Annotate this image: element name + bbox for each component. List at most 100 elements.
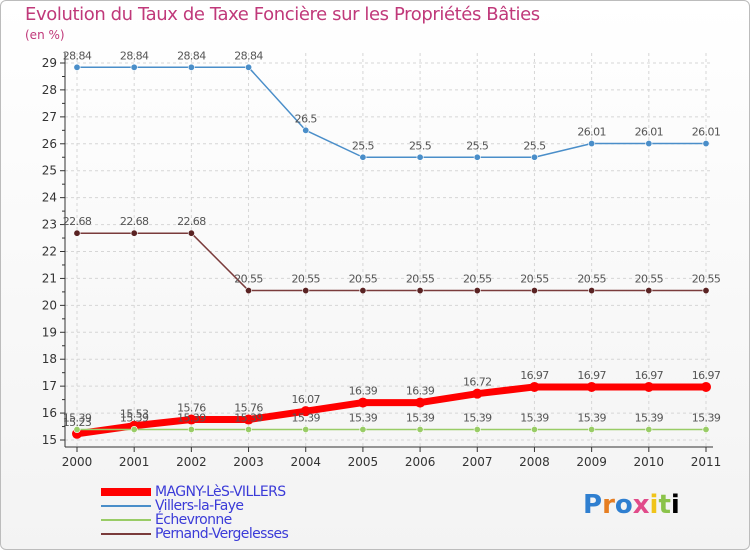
- legend-item: MAGNY-LèS-VILLERS: [101, 484, 288, 500]
- y-tick-label: 18: [42, 352, 57, 366]
- data-point-villers: [302, 126, 310, 134]
- data-label-villers: 26.01: [635, 126, 664, 139]
- data-point-villers: [359, 153, 367, 161]
- data-label-pernand: 20.55: [406, 273, 435, 286]
- data-label-pernand: 20.55: [520, 273, 549, 286]
- data-point-villers: [416, 153, 424, 161]
- y-tick-label: 23: [42, 218, 57, 232]
- data-point-echevronne: [530, 425, 538, 433]
- legend-swatch-pernand: [101, 533, 151, 535]
- y-tick-label: 27: [42, 110, 57, 124]
- y-tick-label: 24: [42, 191, 57, 205]
- legend-label: Villers-la-Faye: [155, 498, 244, 514]
- data-label-magny: 16.97: [577, 369, 606, 382]
- data-point-magny: [243, 414, 254, 425]
- series-line-pernand: [77, 232, 706, 292]
- data-label-echevronne: 15.39: [120, 411, 149, 424]
- data-label-echevronne: 15.39: [234, 411, 263, 424]
- data-point-magny: [529, 381, 540, 392]
- data-label-echevronne: 15.39: [635, 411, 664, 424]
- data-point-magny: [472, 388, 483, 399]
- data-label-villers: 25.5: [466, 139, 489, 152]
- data-point-pernand: [645, 287, 653, 295]
- data-point-echevronne: [588, 425, 596, 433]
- data-point-villers: [702, 140, 710, 148]
- y-tick-label: 26: [42, 137, 57, 151]
- data-label-pernand: 22.68: [120, 215, 149, 228]
- data-label-magny: 16.97: [520, 369, 549, 382]
- y-tick-label: 17: [42, 379, 57, 393]
- data-label-villers: 26.01: [692, 126, 721, 139]
- y-tick-label: 22: [42, 245, 57, 259]
- x-tick-label: 2000: [62, 455, 93, 469]
- series-line-magny: [76, 383, 706, 438]
- data-point-pernand: [130, 229, 138, 237]
- x-tick-label: 2005: [348, 455, 379, 469]
- data-label-magny: 15.76: [234, 402, 263, 415]
- data-label-pernand: 22.68: [63, 215, 92, 228]
- data-point-echevronne: [473, 425, 481, 433]
- y-tick-label: 29: [42, 56, 57, 70]
- data-label-echevronne: 15.39: [63, 411, 92, 424]
- data-point-echevronne: [416, 425, 424, 433]
- data-point-villers: [473, 153, 481, 161]
- data-point-echevronne: [187, 425, 195, 433]
- legend-label: Échevronne: [155, 512, 232, 528]
- data-label-echevronne: 15.39: [291, 411, 320, 424]
- y-tick-label: 16: [42, 406, 57, 420]
- legend-item: Échevronne: [101, 512, 288, 528]
- data-label-magny: 16.39: [406, 385, 435, 398]
- data-label-villers: 28.84: [177, 49, 206, 62]
- data-label-villers: 28.84: [234, 49, 263, 62]
- data-point-villers: [645, 140, 653, 148]
- data-label-villers: 28.84: [63, 49, 92, 62]
- legend-label: Pernand-Vergelesses: [155, 526, 289, 542]
- data-point-pernand: [245, 287, 253, 295]
- legend-item: Pernand-Vergelesses: [101, 526, 289, 542]
- legend-swatch-magny: [101, 488, 151, 496]
- legend-swatch-echevronne: [101, 519, 151, 521]
- data-point-villers: [588, 140, 596, 148]
- legend-item: Villers-la-Faye: [101, 498, 288, 514]
- legend: MAGNY-LèS-VILLERS Villers-la-Faye Échevr…: [101, 484, 289, 542]
- y-tick-label: 21: [42, 271, 57, 285]
- data-point-echevronne: [73, 425, 81, 433]
- data-point-villers: [245, 63, 253, 71]
- data-label-magny: 15.53: [120, 408, 149, 421]
- x-tick-label: 2002: [176, 455, 207, 469]
- data-label-echevronne: 15.39: [406, 411, 435, 424]
- data-point-pernand: [359, 287, 367, 295]
- data-point-villers: [530, 153, 538, 161]
- y-tick-label: 25: [42, 164, 57, 178]
- data-point-magny: [186, 414, 197, 425]
- data-point-magny: [300, 406, 311, 417]
- data-point-villers: [130, 63, 138, 71]
- data-point-echevronne: [302, 425, 310, 433]
- data-label-magny: 16.72: [463, 376, 492, 389]
- data-label-villers: 25.5: [352, 139, 375, 152]
- x-tick-label: 2003: [233, 455, 264, 469]
- data-label-magny: 16.97: [635, 369, 664, 382]
- data-label-villers: 28.84: [120, 49, 149, 62]
- data-label-echevronne: 15.39: [349, 411, 378, 424]
- data-point-echevronne: [130, 425, 138, 433]
- data-label-magny: 15.23: [63, 416, 92, 429]
- data-point-magny: [357, 397, 368, 408]
- data-point-echevronne: [359, 425, 367, 433]
- data-point-echevronne: [245, 425, 253, 433]
- data-point-pernand: [702, 287, 710, 295]
- data-point-pernand: [73, 229, 81, 237]
- x-tick-label: 2007: [462, 455, 493, 469]
- data-point-villers: [73, 63, 81, 71]
- data-label-magny: 16.39: [349, 385, 378, 398]
- data-label-echevronne: 15.39: [463, 411, 492, 424]
- data-label-pernand: 20.55: [234, 273, 263, 286]
- data-point-pernand: [187, 229, 195, 237]
- proxiti-logo: Proxiti: [583, 490, 680, 520]
- legend-label: MAGNY-LèS-VILLERS: [155, 484, 286, 500]
- data-label-pernand: 20.55: [635, 273, 664, 286]
- y-axis-unit: (en %): [25, 28, 65, 42]
- x-tick-label: 2001: [119, 455, 150, 469]
- y-tick-label: 15: [42, 433, 57, 447]
